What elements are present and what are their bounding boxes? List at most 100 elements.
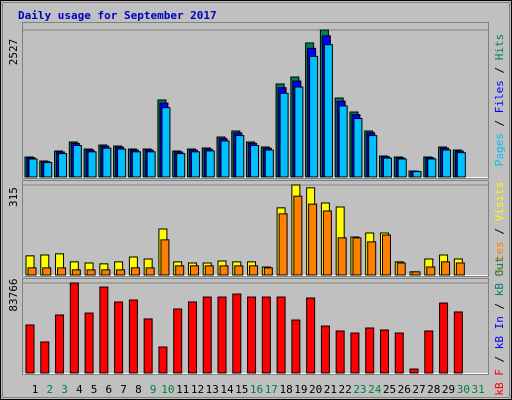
bar: [131, 151, 141, 178]
bar: [128, 299, 138, 374]
x-tick-label: 13: [206, 383, 219, 396]
bar: [235, 135, 245, 178]
legend-entry: Hits: [493, 34, 506, 61]
bar: [337, 237, 347, 276]
x-tick-label: 3: [61, 383, 68, 396]
x-tick-label: 14: [220, 383, 234, 396]
x-tick-label: 31: [471, 383, 484, 396]
bar: [84, 312, 94, 374]
bar: [69, 282, 79, 374]
legend-entry: Sites: [493, 241, 506, 274]
x-tick-label: 9: [150, 383, 157, 396]
x-tick-label: 12: [191, 383, 204, 396]
bar: [173, 308, 183, 374]
x-tick-label: 28: [427, 383, 440, 396]
bar: [382, 157, 392, 178]
bar: [87, 151, 97, 178]
x-tick-label: 22: [339, 383, 352, 396]
bar: [453, 311, 463, 374]
bar: [381, 234, 391, 276]
bar: [247, 296, 257, 374]
bar: [71, 269, 81, 276]
bar: [176, 153, 186, 178]
bar: [396, 262, 406, 276]
bar: [143, 318, 153, 374]
bar: [160, 239, 170, 276]
bar: [130, 267, 140, 276]
legend-separator: /: [493, 296, 506, 316]
x-tick-label: 1: [32, 383, 39, 396]
bar: [397, 158, 407, 178]
x-tick-label: 29: [442, 383, 455, 396]
bar: [352, 237, 362, 276]
bar: [43, 162, 53, 178]
legend-entry: kB F: [493, 369, 506, 396]
bar: [250, 144, 260, 178]
bar: [320, 325, 330, 374]
legend-separator: /: [493, 113, 506, 133]
legend-entry: Visits: [493, 182, 506, 222]
legend-separator: /: [493, 221, 506, 241]
bar: [232, 293, 242, 374]
chart-title: Daily usage for September 2017: [18, 9, 217, 22]
x-tick-label: 21: [324, 383, 337, 396]
bar: [322, 210, 332, 276]
bar: [28, 158, 38, 178]
bar: [220, 140, 230, 178]
x-tick-label: 5: [91, 383, 98, 396]
bar: [86, 269, 96, 276]
bar: [219, 265, 229, 276]
bar: [117, 148, 127, 178]
x-tick-label: 25: [383, 383, 396, 396]
bar: [323, 44, 333, 178]
bar: [187, 301, 197, 374]
bar: [158, 346, 168, 374]
bar: [25, 324, 35, 374]
x-tick-label: 15: [235, 383, 248, 396]
bar: [338, 105, 348, 178]
bar: [365, 327, 375, 374]
bar: [27, 267, 37, 276]
y-tick-label: 315: [7, 187, 20, 207]
bar: [294, 86, 304, 178]
bar: [279, 92, 289, 178]
bar: [441, 261, 451, 276]
legend-entry: Pages: [493, 133, 506, 166]
bar: [101, 269, 111, 276]
y-tick-label: 2527: [7, 39, 20, 66]
bar: [264, 149, 274, 178]
x-tick-label: 18: [279, 383, 292, 396]
bar: [55, 314, 65, 374]
bar: [309, 55, 319, 178]
bar: [57, 267, 67, 276]
bar: [427, 158, 437, 178]
bar: [308, 203, 318, 276]
legend-entry: Files: [493, 80, 506, 113]
bar: [335, 330, 345, 374]
bar: [367, 241, 377, 276]
bar: [306, 297, 316, 374]
bar: [114, 301, 124, 374]
x-tick-label: 17: [265, 383, 278, 396]
x-tick-label: 24: [368, 383, 382, 396]
bar: [145, 267, 155, 276]
x-tick-label: 11: [176, 383, 189, 396]
bar: [455, 262, 465, 276]
legend: Sites / Visits: [493, 182, 506, 275]
legend: kB F / kB In / kB Out: [493, 256, 506, 395]
bar: [368, 135, 378, 178]
bar: [426, 266, 436, 276]
bar: [99, 286, 109, 374]
x-tick-label: 10: [161, 383, 174, 396]
bar: [353, 118, 363, 178]
legend-separator: /: [493, 60, 506, 80]
bar: [189, 265, 199, 276]
bar: [249, 265, 259, 276]
x-tick-label: 16: [250, 383, 263, 396]
bar: [412, 171, 422, 178]
bar: [456, 152, 466, 178]
bar: [204, 265, 214, 276]
bar: [190, 151, 200, 178]
x-tick-label: 23: [353, 383, 366, 396]
legend-entry: kB In: [493, 316, 506, 349]
